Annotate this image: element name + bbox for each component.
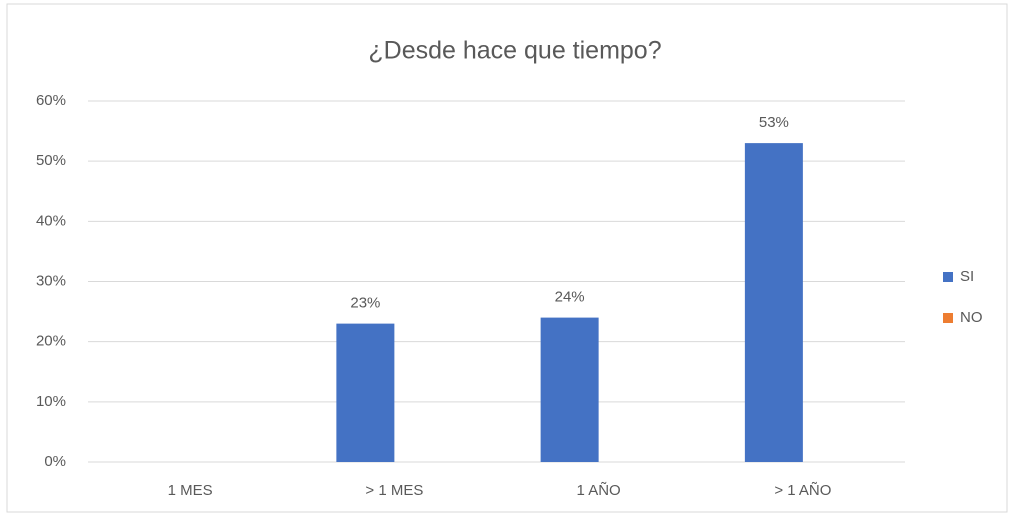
y-tick-label: 60% [36, 92, 66, 109]
legend-swatch [943, 272, 953, 282]
y-tick-label: 30% [36, 272, 66, 289]
y-tick-label: 20% [36, 333, 66, 350]
y-tick-label: 50% [36, 152, 66, 169]
data-label: 53% [759, 114, 789, 131]
y-tick-label: 0% [44, 453, 66, 470]
x-tick-label: > 1 MES [365, 482, 423, 499]
legend-label: SI [960, 268, 974, 285]
x-tick-label: 1 AÑO [577, 482, 621, 499]
data-label: 23% [350, 295, 380, 312]
x-tick-label: > 1 AÑO [774, 482, 831, 499]
bar [744, 143, 803, 462]
x-tick-label: 1 MES [168, 482, 213, 499]
legend-label: NO [960, 309, 983, 326]
bar [540, 317, 599, 462]
chart-border [6, 3, 1008, 513]
y-tick-label: 40% [36, 212, 66, 229]
legend-swatch [943, 313, 953, 323]
y-tick-label: 10% [36, 393, 66, 410]
data-label: 24% [555, 289, 585, 306]
chart-title: ¿Desde hace que tiempo? [368, 37, 661, 65]
bar [336, 323, 395, 462]
